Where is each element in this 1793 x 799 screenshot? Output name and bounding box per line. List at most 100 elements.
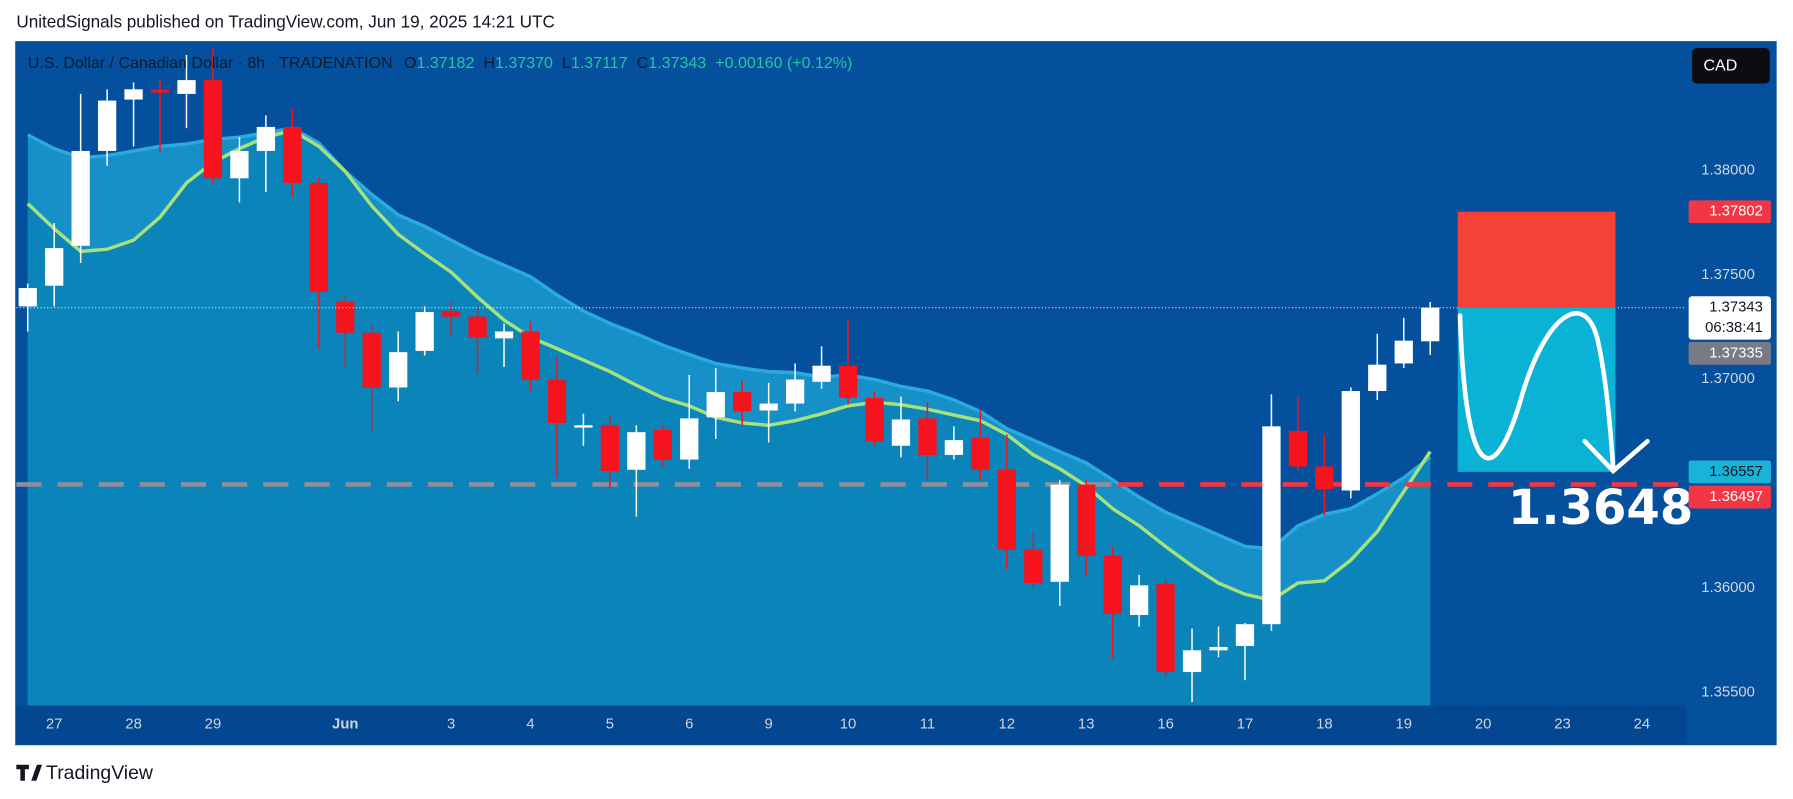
candle-body [547,379,567,423]
target-annotation: 1.3648 [1508,480,1693,536]
y-tick-label: 1.38000 [1701,162,1755,178]
candle-body [1368,364,1387,392]
candle-body [494,331,514,339]
ohlc-key: C [637,55,649,72]
indicator-area [27,130,1431,706]
candle-body [441,310,461,317]
candle-body [944,440,964,455]
candle-body [256,126,276,151]
symbol-title: U.S. Dollar / Canadian Dollar · 8h · TRA… [28,55,393,72]
brand: TradingView [46,762,154,784]
candle-body [521,331,540,380]
candle-body [283,126,302,183]
y-tick-label: 1.37000 [1701,371,1755,387]
candle-body [627,432,646,470]
publisher-line: UnitedSignals published on TradingView.c… [16,11,555,31]
candle-body [1182,650,1202,673]
currency-button[interactable] [1692,48,1770,84]
candle-body [18,288,37,307]
candle-body [468,316,487,338]
currency-label[interactable]: CAD [1704,58,1738,75]
candle-body [971,437,990,470]
x-tick-label: 20 [1475,717,1492,733]
candle-body [1341,391,1360,491]
ohlc-key: L [562,55,571,72]
x-tick-label: 29 [205,717,222,733]
price-tag-label: 1.36497 [1709,489,1763,505]
ohlc-value: 1.37182 [417,55,475,72]
candle-body [653,429,672,460]
candle-body [1077,484,1096,556]
x-tick-label: 10 [840,717,857,733]
price-tag [1688,341,1771,365]
candle-body [680,418,699,460]
candle-body [1315,466,1334,490]
candle-body [1103,555,1122,614]
x-tick-label: 27 [46,717,63,733]
price-tag-label: 1.36557 [1709,464,1763,480]
candle-body [1129,585,1149,616]
candle-body [415,312,434,351]
candle-body [1050,484,1069,582]
x-tick-label: 18 [1316,717,1333,733]
last-price-tag [1688,296,1771,340]
symbol-legend: U.S. Dollar / Canadian Dollar · 8h · TRA… [28,55,853,72]
candle-body [812,365,831,382]
change-value: +0.00160 (+0.12%) [715,55,852,72]
candle-body [71,150,90,246]
x-tick-label: 6 [685,717,693,733]
candle-body [838,365,858,398]
candle-body [1024,549,1043,584]
y-tick-label: 1.36000 [1701,580,1755,596]
candle-body [150,89,170,93]
x-tick-label: 5 [606,717,614,733]
price-tag [1688,485,1771,509]
candle-body [865,397,884,442]
x-tick-label: 4 [526,717,534,733]
candle-body [785,379,805,404]
logo-mark [16,764,43,781]
x-tick-label: 16 [1157,717,1174,733]
x-tick-label: 17 [1237,717,1254,733]
candle-body [1288,430,1308,467]
x-tick-label: Jun [332,717,358,733]
x-tick-label: 12 [999,717,1016,733]
price-tag-label: 1.37802 [1709,204,1763,220]
x-tick-label: 3 [447,717,455,733]
ohlc-value: 1.37370 [495,55,553,72]
candle-body [97,100,117,151]
stop-zone [1457,211,1616,308]
projection-arrow [1457,311,1616,471]
ohlc-value: 1.37343 [648,55,706,72]
candle-body [918,418,937,455]
x-tick-label: 13 [1078,717,1095,733]
candle-body [1421,307,1440,342]
x-tick-label: 28 [125,717,142,733]
x-axis-band [16,705,1687,745]
candle-body [336,301,355,333]
candle-body [124,89,143,100]
candle-body [600,425,620,472]
candle-body [45,248,64,286]
ohlc-key: H [484,55,496,72]
x-tick-label: 9 [765,717,773,733]
candle-body [203,80,223,179]
candle-body [1394,340,1413,364]
x-tick-label: 19 [1395,717,1412,733]
candle-body [891,419,911,446]
price-tag-label: 1.37335 [1709,345,1763,361]
candle-body [759,403,778,411]
candle-body [733,392,752,412]
plot-area: 1.3648 1.38000 1.37500 1.37000 1.36000 1.3550… [16,48,1771,733]
candle-body [309,182,328,292]
candle-body [362,332,381,388]
last-price-label: 1.37343 [1709,300,1763,316]
candle-body [177,80,196,94]
projection-arrowhead [1582,438,1650,475]
price-tag [1688,200,1771,224]
ohlc-value: 1.37117 [571,55,628,72]
y-tick-label: 1.35500 [1701,685,1755,701]
candle-body [1156,584,1175,673]
